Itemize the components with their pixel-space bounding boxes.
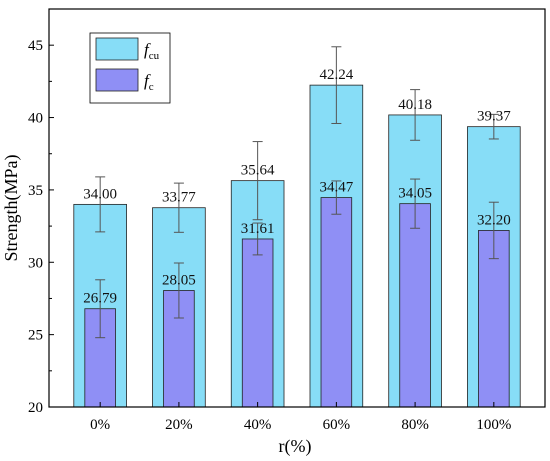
legend: fcu fc bbox=[89, 32, 171, 104]
data-label-fc-20%: 28.05 bbox=[162, 272, 196, 288]
legend-label-fc: fc bbox=[144, 71, 154, 93]
x-axis: 0% 20% 40% 60% 80% 100% bbox=[90, 402, 511, 433]
y-tick-label-35: 35 bbox=[28, 183, 43, 199]
y-tick-label-30: 30 bbox=[28, 255, 43, 271]
x-tick-label-80%: 80% bbox=[401, 417, 429, 433]
data-label-fcu-40%: 35.64 bbox=[241, 163, 275, 179]
data-label-fcu-20%: 33.77 bbox=[162, 190, 196, 206]
y-axis-title: Strength(MPa) bbox=[1, 155, 22, 262]
data-label-fc-40%: 31.61 bbox=[241, 221, 275, 237]
y-tick-label-20: 20 bbox=[28, 400, 43, 416]
bar-fc-80% bbox=[399, 203, 431, 408]
y-tick-label-40: 40 bbox=[28, 111, 43, 127]
data-label-fcu-100%: 39.37 bbox=[477, 109, 511, 125]
x-tick-label-0%: 0% bbox=[90, 417, 110, 433]
y-axis: 20 25 30 35 40 45 bbox=[28, 38, 54, 416]
bar-fc-60% bbox=[320, 197, 353, 408]
data-label-fc-100%: 32.20 bbox=[477, 212, 511, 228]
x-tick-label-20%: 20% bbox=[165, 417, 193, 433]
data-label-fcu-60%: 42.24 bbox=[319, 67, 353, 83]
error-bars bbox=[95, 46, 499, 339]
x-tick-label-60%: 60% bbox=[323, 417, 351, 433]
legend-swatch-fcu bbox=[95, 37, 139, 61]
plot-frame bbox=[48, 8, 546, 408]
legend-label-fcu: fcu bbox=[144, 40, 160, 62]
data-label-fcu-0%: 34.00 bbox=[83, 186, 117, 202]
bar-fc-40% bbox=[241, 238, 274, 408]
y-tick-label-45: 45 bbox=[28, 38, 43, 54]
x-tick-label-40%: 40% bbox=[244, 417, 272, 433]
data-label-fcu-80%: 40.18 bbox=[398, 97, 432, 113]
value-labels: 34.00 33.77 35.64 42.24 40.18 39.37 26.79 28.05… bbox=[83, 67, 511, 307]
data-label-fc-0%: 26.79 bbox=[83, 291, 117, 307]
data-label-fc-80%: 34.05 bbox=[398, 186, 432, 202]
fc-bars bbox=[84, 197, 510, 408]
y-tick-label-25: 25 bbox=[28, 328, 43, 344]
legend-swatch-fc bbox=[95, 68, 139, 92]
fcu-bars bbox=[73, 84, 521, 408]
data-label-fc-60%: 34.47 bbox=[319, 180, 353, 196]
x-tick-label-100%: 100% bbox=[476, 417, 511, 433]
x-axis-title: r(%) bbox=[279, 436, 312, 457]
